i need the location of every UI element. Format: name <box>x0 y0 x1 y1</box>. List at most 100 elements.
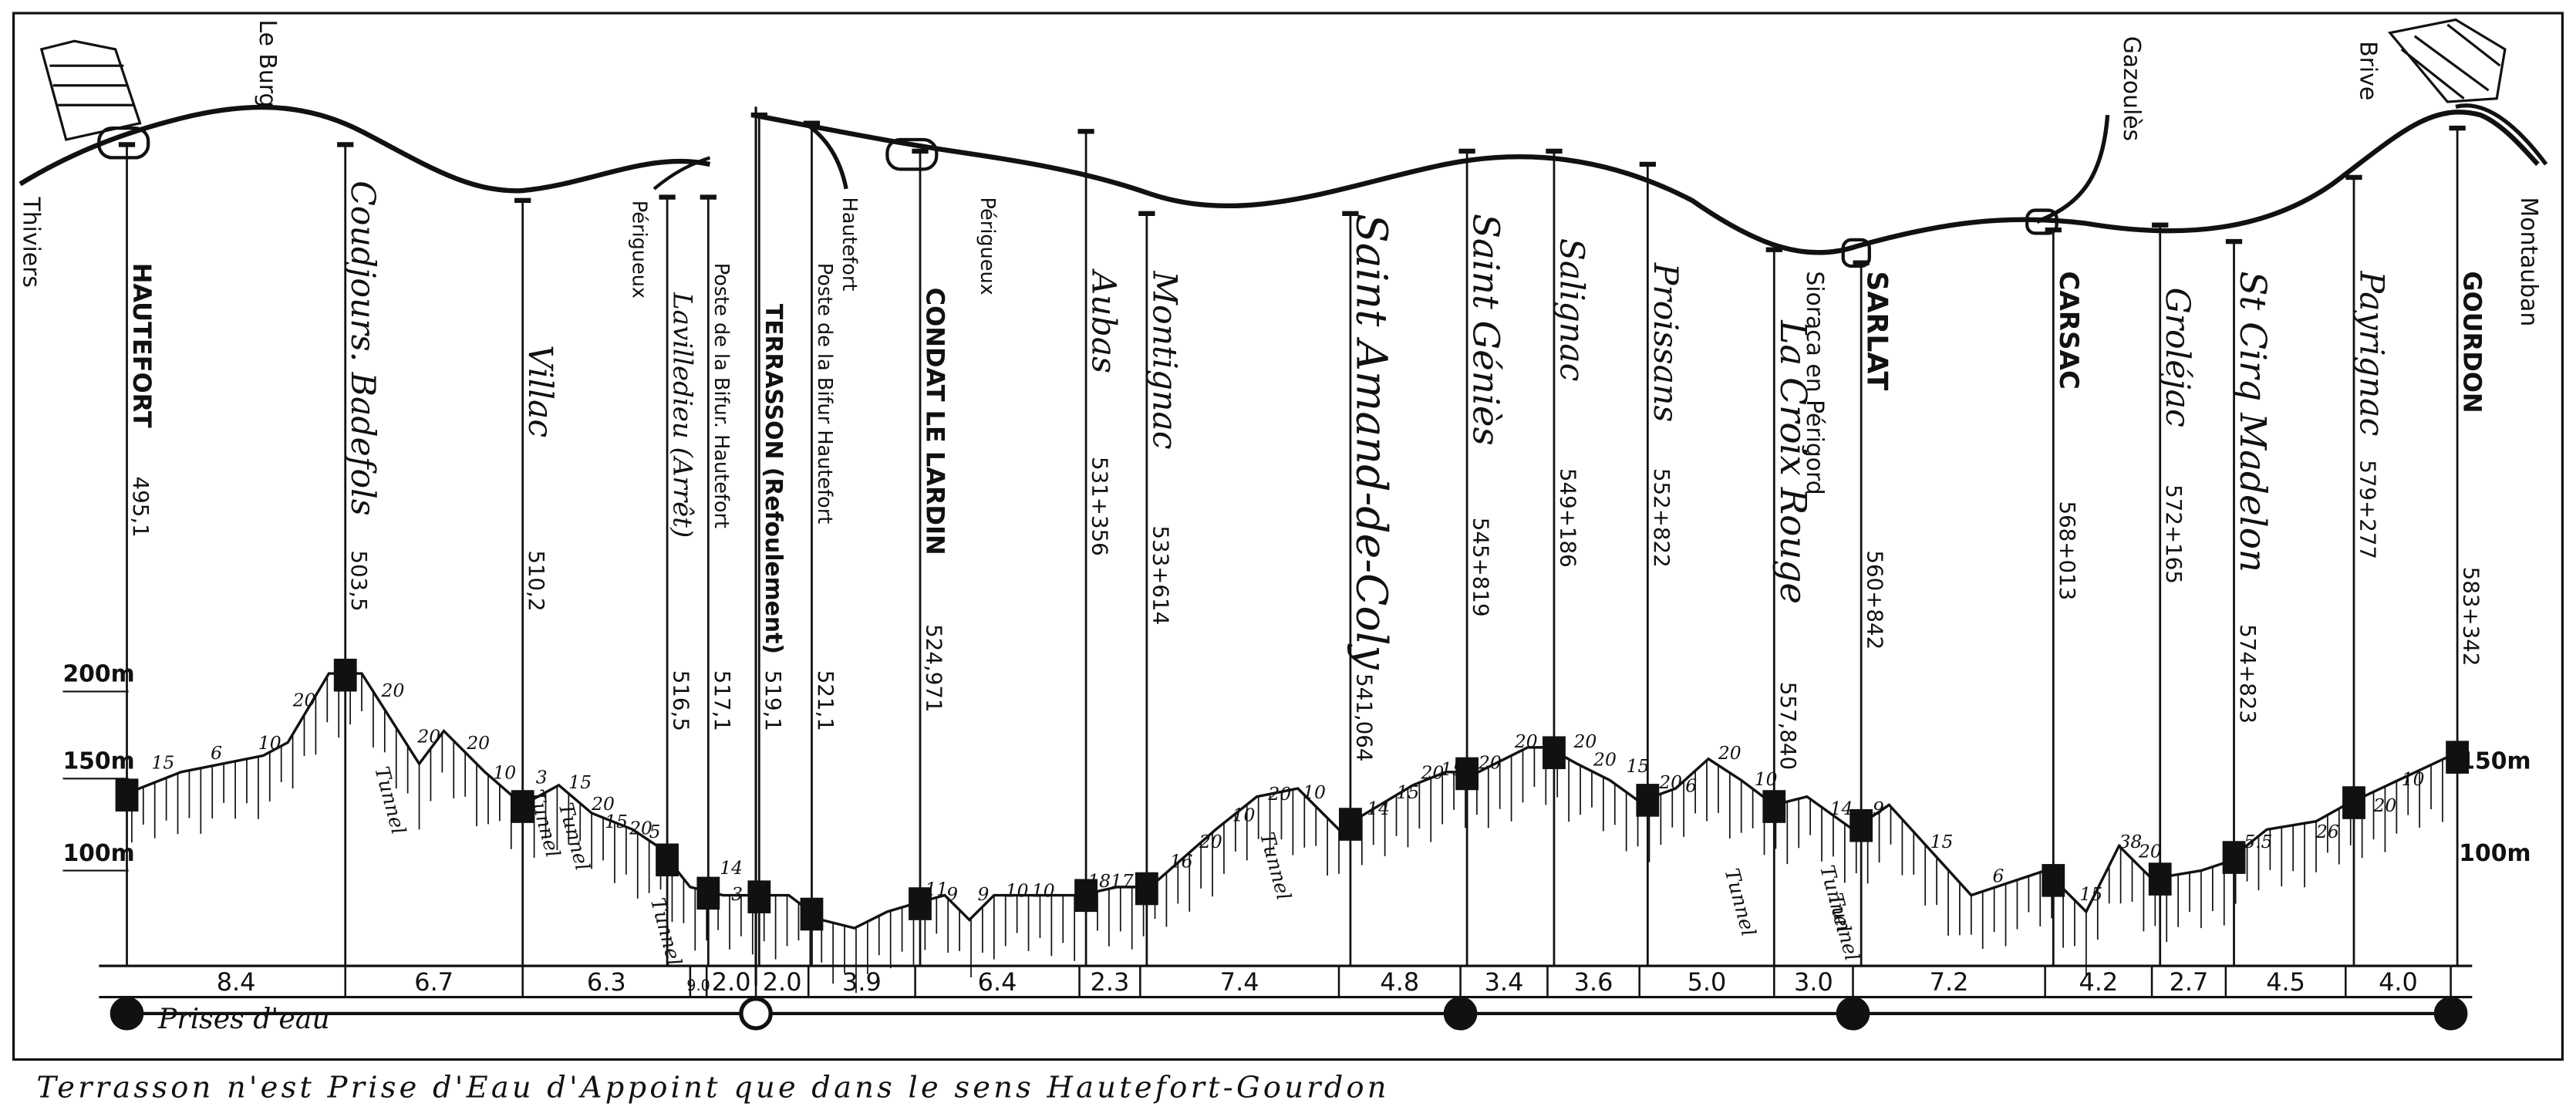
branch-label: Thiviers <box>17 197 44 288</box>
station-name: Saint Géniès <box>1465 214 1506 446</box>
station-block <box>1636 784 1660 817</box>
station-name: Aubas <box>1084 268 1123 373</box>
gradient-label: 15 <box>1627 755 1650 777</box>
station-block <box>1849 808 1873 842</box>
station-km: 503,5 <box>346 550 372 611</box>
station-block <box>2342 786 2365 819</box>
water-intake <box>1836 997 1870 1031</box>
altitude-label: 150m <box>62 748 134 775</box>
track-west <box>19 104 711 194</box>
distance-label: 2.0 <box>763 967 802 997</box>
branch-label: Brive <box>2355 41 2382 100</box>
branch-label: Gazoulès <box>2118 36 2145 141</box>
distance-label: 4.0 <box>2379 967 2418 997</box>
gradient-label: 20 <box>381 680 405 701</box>
station-km: 568+013 <box>2055 501 2080 600</box>
station-name: GOURDON <box>2458 271 2487 413</box>
gradient-label: 20 <box>629 818 652 839</box>
distance-label: 7.4 <box>1220 967 1259 997</box>
gradient-label: 20 <box>292 690 316 711</box>
tunnel-label: Tunnel <box>369 764 410 837</box>
station-name: La Croix Rouge <box>1772 319 1813 604</box>
gradient-label: 20 <box>2138 841 2162 862</box>
station-block <box>1135 872 1158 906</box>
branch-label: Périgueux <box>976 197 999 295</box>
gradient-label: 3 <box>731 883 743 905</box>
distance-label: 4.2 <box>2079 967 2118 997</box>
station-block <box>1339 808 1362 841</box>
gradient-label: 6 <box>1685 774 1697 796</box>
branch-label: Montauban <box>2515 197 2542 327</box>
station-building <box>885 137 939 171</box>
gradient-label: 10 <box>1006 880 1029 902</box>
altitude-label: 100m <box>2459 840 2530 867</box>
distance-label: 2.0 <box>712 967 751 997</box>
gradient-label: 10 <box>2402 768 2425 790</box>
station-km: 517,1 <box>710 670 735 731</box>
station-building <box>97 126 150 160</box>
water-intake <box>739 997 773 1031</box>
gradient-label: 20 <box>1718 742 1741 764</box>
distance-label: 3.6 <box>1574 967 1613 997</box>
gradient-label: 16 <box>1170 850 1193 872</box>
gradient-label: 20 <box>1573 731 1597 752</box>
gradient-label: 11 <box>925 879 948 900</box>
station-block <box>1762 790 1786 823</box>
station-km: 519,1 <box>760 670 786 731</box>
gradient-label: 20 <box>2373 795 2397 816</box>
gradient-label: 5.5 <box>2244 831 2272 852</box>
station-km: 541,064 <box>1351 673 1377 761</box>
gradient-label: 10 <box>258 732 282 754</box>
station-km: 510,2 <box>524 550 549 611</box>
station-km: 574+823 <box>2235 624 2261 724</box>
station-block <box>511 790 534 823</box>
water-intake <box>1443 997 1478 1031</box>
gradient-label: 20 <box>1199 831 1222 852</box>
station-block <box>909 887 932 920</box>
station-name: Lavilledieu (Arrêt) <box>667 292 698 538</box>
water-intake <box>2433 997 2468 1031</box>
station-km: 579+277 <box>2355 460 2381 559</box>
gradient-label: 20 <box>416 725 440 747</box>
station-block <box>2222 841 2246 874</box>
gradient-label: 10 <box>1303 781 1326 803</box>
distance-label: 3.9 <box>842 967 882 997</box>
gradient-label: 38 <box>2119 831 2142 852</box>
tunnel-label: Tunnel <box>1720 866 1760 939</box>
gradient-label: 18 <box>1087 870 1111 892</box>
altitude-label: 100m <box>62 840 134 867</box>
gradient-label: 10 <box>1032 880 1055 902</box>
gradient-label: 15 <box>1397 781 1420 803</box>
gradient-label: 6 <box>1993 865 2004 886</box>
station-km: 560+842 <box>1863 550 1888 650</box>
legend-label: Prises d'eau <box>157 1002 330 1035</box>
station-block <box>2042 864 2065 897</box>
gradient-label: 20 <box>1593 748 1617 770</box>
altitude-label: 200m <box>62 661 134 688</box>
branch-label: Hautefort <box>838 197 861 292</box>
station-block <box>2148 862 2172 896</box>
gradient-label: 20 <box>1420 761 1444 783</box>
station-km: 583+342 <box>2459 567 2484 666</box>
station-name: Proissans <box>1646 262 1684 423</box>
distance-label: 6.3 <box>587 967 626 997</box>
gradient-label: 20 <box>591 793 615 815</box>
gradient-label: 15 <box>1930 831 1954 852</box>
distance-label: 2.7 <box>2170 967 2209 997</box>
branch-label: Périgueux <box>627 201 650 299</box>
gradient-label: 10 <box>1232 805 1256 826</box>
gradient-label: 3 <box>536 767 548 788</box>
distance-label: 5.0 <box>1688 967 1727 997</box>
track-east <box>752 110 2540 255</box>
station-name: CONDAT LE LARDIN <box>921 288 950 555</box>
distance-label: 6.7 <box>414 967 453 997</box>
station-km: 524,971 <box>922 624 947 712</box>
branch-label: Sioraca en Périgord <box>1801 271 1828 494</box>
distance-label: 4.8 <box>1380 967 1419 997</box>
station-name: Payrignac <box>2352 270 2391 436</box>
distance-label: 3.0 <box>1794 967 1833 997</box>
distance-label: 2.3 <box>1091 967 1130 997</box>
gradient-label: 14 <box>720 857 743 879</box>
station-block <box>747 880 771 913</box>
